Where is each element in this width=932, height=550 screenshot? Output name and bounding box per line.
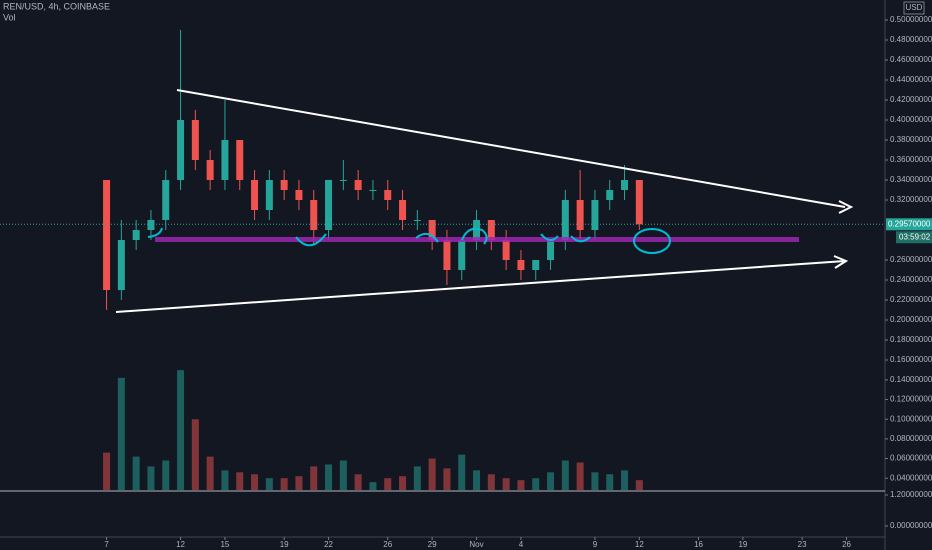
currency: USD <box>906 3 923 12</box>
y-tick-label: 0.36000000 <box>890 155 932 164</box>
y-tick-label: 0.50000000 <box>890 15 932 24</box>
candle-body <box>177 120 185 180</box>
y-tick-label: 0.12000000 <box>890 395 932 404</box>
x-tick-label: 9 <box>593 540 598 549</box>
candle-body <box>236 140 244 180</box>
candle-body <box>635 180 643 225</box>
chart-title: REN/USD, 4h, COINBASE <box>3 1 110 11</box>
x-tick-label: 29 <box>428 540 437 549</box>
candle-body <box>147 220 155 230</box>
y-tick-label: 0.42000000 <box>890 95 932 104</box>
annotation-curves <box>147 227 671 254</box>
candle-body <box>280 180 288 190</box>
x-tick-label: 19 <box>280 540 289 549</box>
y-tick-label: 0.16000000 <box>890 355 932 364</box>
candle-body <box>561 200 569 240</box>
y-tick-label: 0.32000000 <box>890 195 932 204</box>
candle-body <box>251 180 259 210</box>
y-tick-label: 0.38000000 <box>890 135 932 144</box>
x-tick-label: 19 <box>738 540 747 549</box>
candle-body <box>354 180 362 190</box>
y-tick-label: 0.18000000 <box>890 335 932 344</box>
support-line <box>155 237 799 242</box>
candle-body <box>458 240 466 270</box>
candle-body <box>325 180 333 230</box>
trend-line <box>115 260 846 313</box>
y-tick-label: 1.20000000 <box>890 490 932 499</box>
y-tick-label: 0.04000000 <box>890 473 932 482</box>
candle-body <box>103 180 111 290</box>
y-tick-label: 0.08000000 <box>890 434 932 443</box>
arrow-head <box>838 200 854 214</box>
candle-body <box>621 180 629 190</box>
countdown-tag <box>896 231 932 244</box>
candle-body <box>532 260 540 270</box>
candle-body <box>339 180 347 181</box>
candle-body <box>443 240 451 270</box>
candle-body <box>221 140 229 180</box>
currency-box <box>903 1 925 15</box>
candle-body <box>369 190 377 191</box>
y-tick-label: 0.40000000 <box>890 115 932 124</box>
x-tick-label: 16 <box>694 540 703 549</box>
price-tag-label: 0.29570000 <box>888 219 931 228</box>
candle-body <box>117 240 125 290</box>
countdown-label: 03:59:02 <box>899 232 931 241</box>
x-tick-label: 12 <box>176 540 185 549</box>
y-tick-label: 0.26000000 <box>890 255 932 264</box>
y-tick-label: 0.46000000 <box>890 55 932 64</box>
x-tick-label: 12 <box>635 540 644 549</box>
candle-body <box>399 200 407 220</box>
candle-body <box>517 260 525 270</box>
candle-body <box>384 190 392 200</box>
candle-body <box>591 200 599 230</box>
candle-body <box>295 190 303 200</box>
candle-body <box>606 190 614 200</box>
candle-body <box>132 230 140 240</box>
candle-body <box>547 240 555 260</box>
candle-body <box>310 200 318 230</box>
candle-body <box>162 180 170 220</box>
y-tick-label: 0.22000000 <box>890 295 932 304</box>
y-tick-label: 0.20000000 <box>890 315 932 324</box>
candle-body <box>576 200 584 230</box>
x-tick-label: 4 <box>519 540 524 549</box>
volume-label: Vol <box>3 12 16 22</box>
x-tick-label: 26 <box>842 540 851 549</box>
y-tick-label: 0.14000000 <box>890 375 932 384</box>
trend-line <box>176 89 846 208</box>
y-tick-label: 0.06000000 <box>890 454 932 463</box>
x-tick-label: 26 <box>383 540 392 549</box>
marks: 0.50000000 0.48000000 0.46000000 0.44000000… <box>0 15 932 549</box>
price-tag <box>886 218 932 231</box>
y-tick-label: 0.48000000 <box>890 35 932 44</box>
y-tick-label: 0.00000000 <box>890 521 932 530</box>
candle-body <box>206 160 214 180</box>
x-tick-label: Nov <box>469 540 483 549</box>
y-tick-label: 0.24000000 <box>890 275 932 284</box>
candle-body <box>487 220 495 240</box>
candle-body <box>502 240 510 260</box>
x-tick-label: 15 <box>220 540 229 549</box>
x-tick-label: 23 <box>798 540 807 549</box>
arrow-head <box>833 255 849 269</box>
candle-body <box>413 220 421 221</box>
candle-body <box>473 220 481 240</box>
candle-body <box>191 120 199 160</box>
y-tick-label: 0.34000000 <box>890 175 932 184</box>
x-tick-label: 7 <box>104 540 109 549</box>
y-tick-label: 0.10000000 <box>890 414 932 423</box>
candle-body <box>265 180 273 210</box>
y-tick-label: 0.44000000 <box>890 75 932 84</box>
x-tick-label: 22 <box>324 540 333 549</box>
candle-body <box>428 220 436 240</box>
